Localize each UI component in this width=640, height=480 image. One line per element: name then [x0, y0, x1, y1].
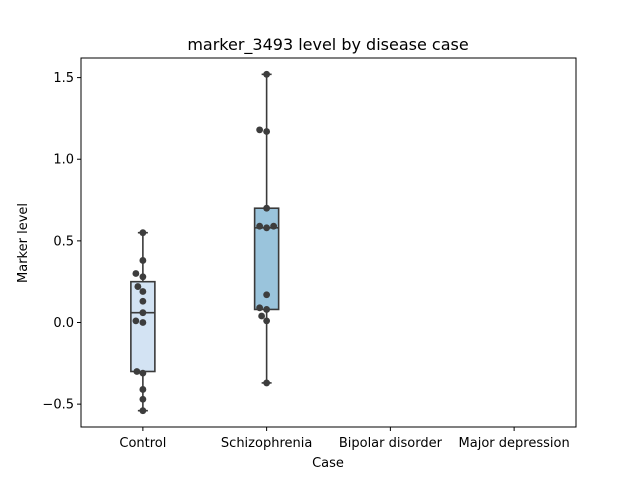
data-point [256, 222, 264, 230]
box-group-schizophrenia [253, 70, 280, 387]
data-point [139, 229, 147, 237]
y-tick-label: 0.0 [53, 316, 74, 331]
data-point [263, 306, 271, 313]
data-point [263, 204, 271, 212]
data-point [263, 291, 271, 299]
y-axis-label: Marker level [16, 203, 31, 283]
data-point [132, 317, 140, 325]
data-point [139, 407, 147, 415]
data-point [258, 312, 266, 320]
x-tick-label: Major depression [459, 436, 570, 451]
data-point [270, 222, 278, 230]
data-point [134, 283, 142, 290]
data-point [256, 304, 264, 312]
x-tick-label: Control [119, 436, 166, 451]
data-point [263, 379, 271, 387]
box-group-control [130, 229, 156, 415]
x-tick-label: Bipolar disorder [339, 436, 443, 451]
data-point [263, 70, 271, 78]
y-tick-label: 0.5 [53, 234, 74, 249]
data-point [132, 270, 140, 277]
data-point [139, 297, 147, 305]
data-point [139, 309, 147, 317]
data-point [256, 126, 264, 134]
data-point [263, 317, 271, 325]
data-point [139, 288, 147, 295]
data-point [139, 395, 147, 403]
y-tick-label: 1.0 [53, 153, 74, 168]
data-point [263, 128, 271, 135]
plot-frame [80, 57, 577, 428]
data-point [139, 257, 147, 264]
data-point [263, 224, 271, 232]
x-tick-label: Schizophrenia [221, 436, 312, 451]
box-iqr [130, 280, 156, 373]
x-axis-label: Case [312, 456, 344, 471]
y-tick-label: −0.5 [42, 398, 74, 413]
data-point [133, 368, 141, 375]
data-point [139, 369, 147, 377]
chart-title: marker_3493 level by disease case [187, 35, 468, 55]
data-point [139, 386, 147, 393]
data-point [139, 319, 147, 326]
y-tick-label: 1.5 [53, 71, 74, 86]
data-point [139, 273, 147, 281]
plot-area: −0.5 0.0 0.5 1.0 1.5 Control Schizophrenia Bipo… [42, 70, 570, 451]
